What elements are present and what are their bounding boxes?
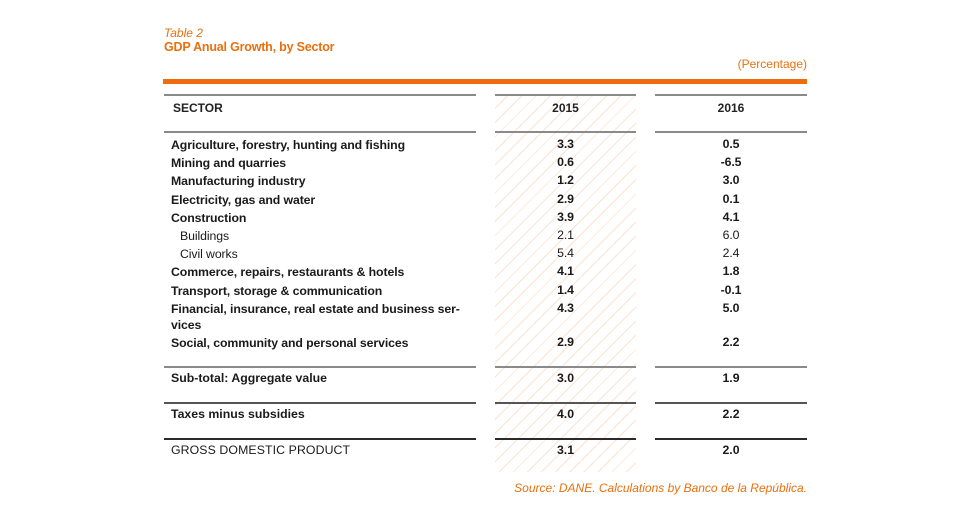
table-row: Mining and quarries 0.6 -6.5 [0,155,966,173]
column-header-sector: SECTOR [173,101,223,115]
value-2015: 2.9 [557,334,574,349]
table-row-subitem: Buildings 2.1 6.0 [0,228,966,246]
value-2016: 1.9 [722,371,740,385]
table-row: Manufacturing industry 1.2 3.0 [0,173,966,191]
value-2015: 3.9 [557,209,574,224]
row-label: Transport, storage & communication [171,283,383,298]
table-row: Construction 3.9 4.1 [0,210,966,228]
row-label: Buildings [180,228,230,243]
subtotal-rule-sector [164,366,476,368]
row-label: Financial, insurance, real estate and bu… [171,301,460,332]
title-divider [163,79,807,84]
row-label: Taxes minus subsidies [171,407,305,421]
value-2015: 4.1 [557,264,574,279]
value-2016: -0.1 [720,282,742,297]
subtotal-rule-2016 [655,366,807,368]
header-top-rule-2016 [655,94,807,96]
row-label: GROSS DOMESTIC PRODUCT [171,443,351,457]
gdp-rule-2016 [655,438,807,440]
unit-label: (Percentage) [737,57,807,71]
value-2016: 5.0 [722,300,740,315]
value-2016: 6.0 [722,227,740,242]
value-2016: 3.0 [722,173,740,188]
value-2015: 2.9 [557,191,574,206]
row-label: Electricity, gas and water [171,192,316,207]
value-2015: 1.2 [557,173,574,188]
subtotal-rule-2015 [495,366,636,368]
value-2016: 1.8 [722,264,740,279]
table-body: Agriculture, forestry, hunting and fishi… [0,137,966,353]
taxes-rule-sector [164,402,476,404]
table-row: Electricity, gas and water 2.9 0.1 [0,192,966,210]
table-row: Transport, storage & communication 1.4 -… [0,283,966,301]
value-2015: 0.6 [557,155,574,170]
value-2016: 4.1 [722,209,740,224]
gdp-rule-sector [164,438,476,440]
column-header-2015: 2015 [552,101,579,115]
taxes-rule-2015 [495,402,636,404]
header-bottom-rule-2015 [495,131,636,133]
value-2015: 2.1 [557,227,574,242]
value-2016: 2.0 [722,443,740,457]
value-2016: 2.2 [722,407,740,421]
table-row: Agriculture, forestry, hunting and fishi… [0,137,966,155]
table-row: Social, community and personal services … [0,335,966,353]
table-row-subitem: Civil works 5.4 2.4 [0,246,966,264]
table-title: GDP Anual Growth, by Sector [164,40,335,54]
row-label: Commerce, repairs, restaurants & hotels [171,265,405,280]
value-2015: 3.1 [556,443,575,457]
table-row: Commerce, repairs, restaurants & hotels … [0,264,966,282]
highlight-column-2015-hatch [495,95,636,472]
table-row: Financial, insurance, real estate and bu… [0,301,966,335]
value-2016: -6.5 [720,155,742,170]
source-note: Source: DANE. Calculations by Banco de l… [514,481,807,495]
value-2015: 4.0 [556,407,575,421]
value-2016: 2.4 [722,246,740,261]
value-2016: 0.5 [722,137,740,151]
taxes-rule-2016 [655,402,807,404]
value-2015: 1.4 [557,282,574,297]
value-2015: 3.3 [557,137,574,151]
row-label: Mining and quarries [171,156,286,171]
header-bottom-rule-sector [164,131,476,133]
column-header-2016: 2016 [717,101,745,115]
row-label: Sub-total: Aggregate value [171,371,328,385]
row-label: Civil works [180,247,238,262]
value-2015: 3.0 [556,371,575,385]
row-label: Manufacturing industry [171,174,306,189]
value-2016: 0.1 [722,191,740,206]
row-label: Social, community and personal services [171,335,409,350]
header-bottom-rule-2016 [655,131,807,133]
header-top-rule-sector [164,94,476,96]
value-2016: 2.2 [722,334,740,349]
table-number: Table 2 [164,26,203,40]
row-label: Construction [171,210,247,225]
value-2015: 5.4 [557,246,574,261]
header-top-rule-2015 [495,94,636,96]
row-label: Agriculture, forestry, hunting and fishi… [171,138,405,152]
gdp-rule-2015 [495,438,636,440]
value-2015: 4.3 [557,300,574,315]
